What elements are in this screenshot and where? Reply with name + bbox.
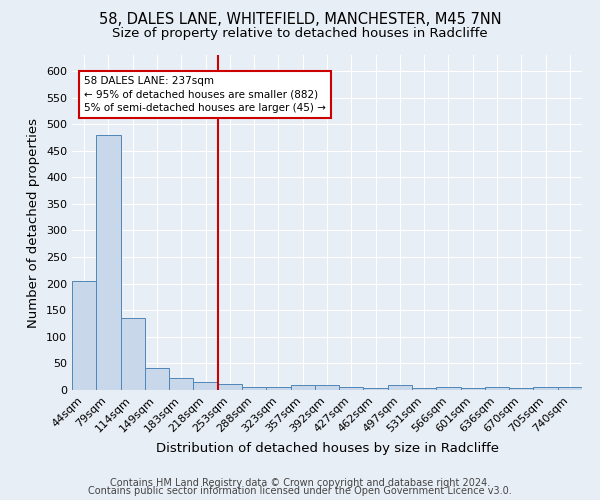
Bar: [339, 388, 364, 390]
Bar: [388, 384, 412, 390]
Bar: [145, 368, 169, 390]
Text: Size of property relative to detached houses in Radcliffe: Size of property relative to detached ho…: [112, 28, 488, 40]
Bar: [558, 388, 582, 390]
Text: Contains HM Land Registry data © Crown copyright and database right 2024.: Contains HM Land Registry data © Crown c…: [110, 478, 490, 488]
Bar: [509, 388, 533, 390]
Bar: [121, 318, 145, 390]
Bar: [169, 378, 193, 390]
Text: Contains public sector information licensed under the Open Government Licence v3: Contains public sector information licen…: [88, 486, 512, 496]
Bar: [266, 388, 290, 390]
Bar: [290, 384, 315, 390]
Bar: [72, 281, 96, 390]
Bar: [485, 388, 509, 390]
Text: 58 DALES LANE: 237sqm
← 95% of detached houses are smaller (882)
5% of semi-deta: 58 DALES LANE: 237sqm ← 95% of detached …: [84, 76, 326, 112]
Bar: [533, 388, 558, 390]
X-axis label: Distribution of detached houses by size in Radcliffe: Distribution of detached houses by size …: [155, 442, 499, 455]
Bar: [242, 388, 266, 390]
Bar: [96, 135, 121, 390]
Bar: [193, 382, 218, 390]
Bar: [364, 388, 388, 390]
Text: 58, DALES LANE, WHITEFIELD, MANCHESTER, M45 7NN: 58, DALES LANE, WHITEFIELD, MANCHESTER, …: [98, 12, 502, 28]
Bar: [412, 388, 436, 390]
Bar: [436, 388, 461, 390]
Bar: [315, 384, 339, 390]
Y-axis label: Number of detached properties: Number of detached properties: [28, 118, 40, 328]
Bar: [218, 384, 242, 390]
Bar: [461, 388, 485, 390]
